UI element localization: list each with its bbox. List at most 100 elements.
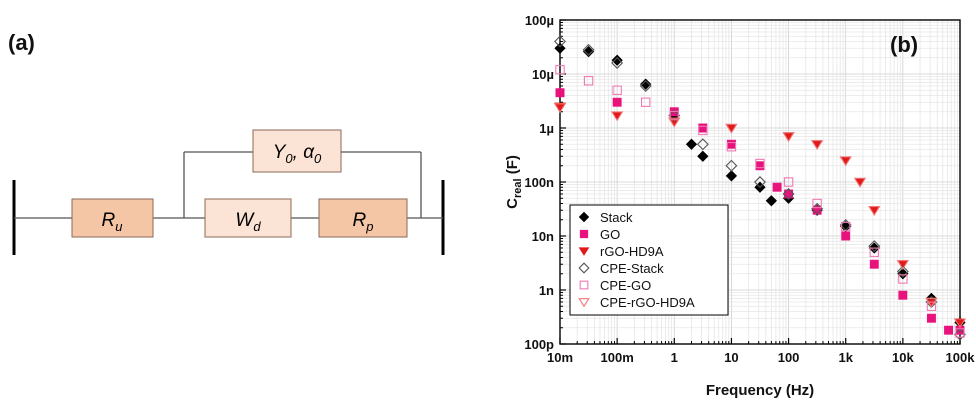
data-point (841, 221, 851, 232)
y-axis-title-unit: (F) (504, 155, 521, 178)
legend-marker (578, 211, 590, 223)
data-point (953, 318, 967, 329)
data-point (611, 54, 623, 66)
warburg-wd-label: Wd (235, 210, 261, 234)
chart-legend: Stack GO rGO-HD9A CPE-Stack CPE-GO CPE-rGO-HD… (569, 204, 729, 316)
data-point (839, 156, 852, 167)
cpe-box (252, 129, 342, 173)
data-point (925, 297, 938, 308)
data-point (841, 231, 851, 241)
data-point (954, 328, 966, 341)
data-point (554, 35, 566, 48)
legend-label: CPE-Stack (600, 261, 664, 276)
y-axis-title-main: C (504, 198, 521, 209)
data-point (897, 260, 909, 270)
data-point (784, 189, 794, 199)
data-point (725, 124, 738, 134)
data-point (944, 325, 954, 335)
resistor-rp-box (318, 198, 408, 238)
data-point (669, 110, 679, 121)
data-point (698, 123, 708, 133)
data-point (955, 328, 965, 338)
resistor-rp-label: Rp (353, 210, 374, 234)
cpe-label: Y0, α0 (273, 142, 322, 166)
data-point (555, 88, 565, 98)
data-point (772, 182, 782, 192)
data-point (869, 247, 879, 257)
data-point (896, 260, 910, 270)
data-point (611, 56, 624, 69)
data-point (553, 103, 567, 114)
data-point (853, 177, 867, 188)
y-tick-label: 1µ (539, 121, 554, 136)
data-point (668, 117, 681, 128)
x-tick-label: 1 (671, 350, 678, 365)
data-point (583, 76, 594, 86)
y-tick-label: 10n (532, 229, 554, 244)
legend-label: GO (600, 227, 620, 242)
x-tick-label: 10k (892, 350, 914, 365)
data-point (926, 313, 936, 323)
legend-marker (578, 262, 590, 274)
circuit-wires (14, 151, 443, 219)
y-tick-label: 100n (524, 175, 554, 190)
legend-box (569, 204, 729, 316)
data-point (926, 301, 937, 311)
data-point (868, 206, 881, 216)
data-point (811, 202, 824, 215)
legend-label: CPE-rGO-HD9A (600, 295, 695, 310)
data-point (685, 138, 698, 150)
legend-label: rGO-HD9A (600, 244, 664, 259)
y-tick-label: 100µ (525, 13, 554, 28)
data-point (639, 80, 652, 92)
data-point (754, 176, 766, 188)
data-point (726, 142, 737, 152)
data-point (765, 195, 777, 207)
y-axis-title-sub: real (512, 178, 524, 198)
resistor-ru-box (71, 198, 154, 238)
warburg-wd-box (204, 198, 292, 238)
series-cpe-go (555, 65, 965, 338)
series-cpe-rgo-hd9a (553, 103, 967, 329)
y-tick-label: 10µ (532, 67, 554, 82)
data-point (612, 97, 622, 107)
data-point (554, 42, 566, 54)
data-point (696, 138, 709, 151)
legend-marker (578, 247, 590, 256)
data-point (582, 43, 595, 56)
data-point (783, 177, 794, 187)
chart-marks (553, 35, 967, 341)
data-point (697, 150, 709, 162)
data-point (782, 188, 795, 200)
data-point (640, 97, 651, 107)
data-point (582, 45, 595, 58)
data-point (854, 178, 866, 188)
data-point (611, 111, 623, 121)
panel-b-label: (b) (890, 32, 918, 57)
data-point (755, 158, 765, 169)
data-point (811, 140, 823, 150)
x-axis-title: Frequency (Hz) (706, 382, 814, 399)
data-point (896, 265, 909, 278)
x-tick-label: 100m (601, 350, 634, 365)
x-tick-label: 1k (838, 350, 853, 365)
data-point (612, 85, 622, 95)
data-point (897, 268, 909, 280)
legend-marker (579, 280, 589, 290)
x-tick-label: 100 (778, 350, 800, 365)
y-axis-title: Creal (F) (504, 155, 524, 209)
data-point (868, 206, 881, 216)
data-point (726, 139, 736, 149)
data-point (898, 290, 908, 300)
data-point (810, 140, 824, 150)
series-go (555, 88, 965, 335)
legend-label: Stack (600, 210, 633, 225)
data-point (839, 156, 852, 166)
data-point (668, 109, 681, 122)
legend-marker (578, 298, 590, 308)
data-point (725, 170, 738, 182)
legend-label: CPE-GO (600, 278, 651, 293)
x-tick-label: 10 (724, 350, 738, 365)
equivalent-circuit-diagram: Ru Wd Rp Y0, α0 (12, 129, 445, 255)
